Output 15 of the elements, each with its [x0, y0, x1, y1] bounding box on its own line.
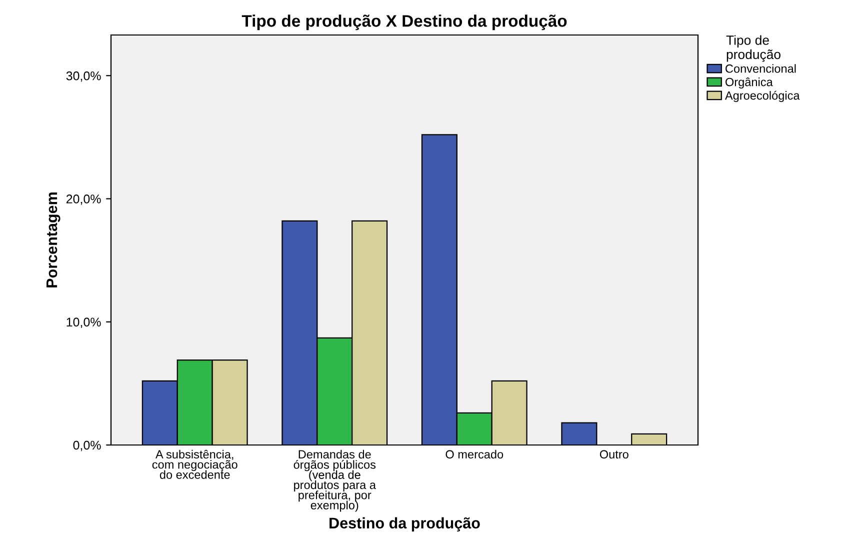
y-axis-title: Porcentagem [46, 192, 60, 288]
x-axis-title: Destino da produção [330, 517, 480, 532]
legend-title: Tipo de produção [726, 35, 780, 62]
legend-label: Convencional [726, 64, 796, 73]
x-tick-label: Demandas de órgãos públicos (venda de produtos para a prefeitura, por exemplo) [294, 450, 376, 512]
legend-label: Orgânica [726, 77, 773, 89]
y-tick-label: 30,0% [66, 71, 101, 82]
y-tick-label: 20,0% [66, 194, 101, 205]
y-tick-label: 10,0% [66, 318, 101, 328]
legend-label: Agroecológica [724, 90, 800, 102]
y-tick-label: 0,0% [73, 440, 101, 452]
x-tick-label: A subsistência, com negociação do excedente [152, 450, 238, 479]
x-tick-label: Outro [600, 450, 628, 459]
chart-title: Tipo de produção X Destino da produção [242, 14, 567, 30]
x-tick-label: O mercado [446, 450, 504, 459]
